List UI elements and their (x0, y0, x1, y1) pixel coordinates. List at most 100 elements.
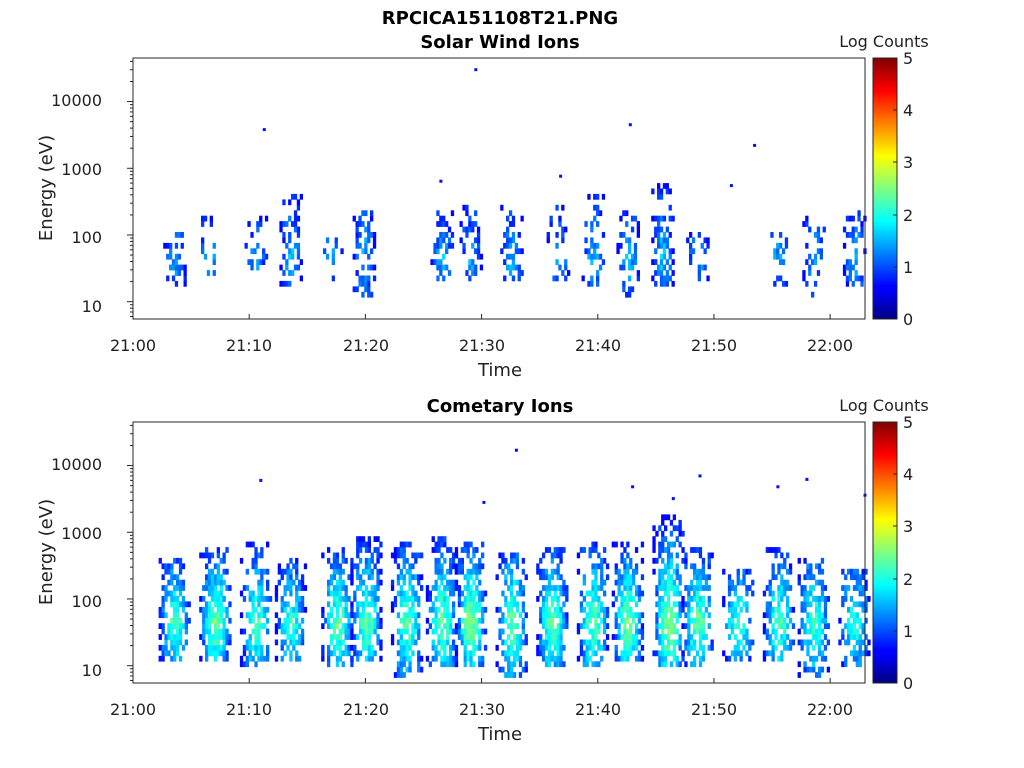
spectrogram-cell (359, 650, 363, 657)
spectrogram-cell (161, 644, 165, 651)
spectrogram-cell (210, 585, 215, 591)
spectrogram-cell (347, 623, 351, 629)
spectrogram-cell (501, 590, 505, 597)
spectrogram-cell (658, 606, 662, 613)
spectrogram-cell (335, 601, 340, 608)
spectrogram-cell (298, 585, 302, 591)
spectrogram-cell (372, 264, 377, 271)
spectrogram-cell (628, 242, 632, 249)
spectrogram-cell (556, 574, 560, 581)
spectrogram-cell (169, 242, 173, 249)
spectrogram-cell (510, 617, 514, 624)
spectrogram-cell (559, 590, 563, 597)
spectrogram-cell (844, 585, 848, 591)
spectrogram-cell (283, 585, 287, 591)
spectrogram-cell (293, 193, 298, 200)
spectrogram-cell (701, 617, 706, 624)
spectrogram-cell (550, 617, 554, 624)
spectrogram-cell (661, 661, 665, 668)
spectrogram-cell (582, 547, 586, 553)
spectrogram-cell (687, 601, 691, 608)
spectrogram-cell (594, 568, 598, 575)
spectrogram-cell (216, 606, 220, 613)
spectrogram-cell (183, 270, 187, 276)
spectrogram-cell (587, 253, 591, 260)
spectrogram-cell (791, 639, 796, 646)
spectrogram-cell (550, 634, 554, 640)
spectrogram-cell (295, 655, 299, 662)
spectrogram-cell (678, 541, 682, 548)
spectrogram-cell (286, 579, 290, 586)
spectrogram-cell (547, 628, 552, 635)
spectrogram-cell (521, 568, 525, 575)
spectrogram-cell (299, 275, 303, 282)
spectrogram-cell (661, 596, 665, 602)
spectrogram-cell (542, 650, 546, 657)
spectrogram-cell (454, 623, 459, 629)
spectrogram-cell (812, 585, 816, 591)
spectrogram-cell (457, 563, 462, 570)
spectrogram-cell (408, 617, 412, 624)
spectrogram-cell (553, 655, 557, 662)
spectrogram-cell (661, 623, 665, 629)
spectrogram-cell (681, 606, 685, 613)
spectrogram-cell (664, 525, 668, 532)
spectrogram-cell (260, 650, 264, 657)
spectrogram-cell (225, 612, 229, 619)
x-tick-label: 21:40 (575, 700, 621, 719)
spectrogram-cell (472, 623, 476, 629)
spectrogram-cell (161, 628, 165, 635)
spectrogram-cell (629, 606, 633, 613)
spectrogram-cell (637, 617, 642, 624)
spectrogram-cell (562, 590, 566, 597)
spectrogram-cell (457, 617, 462, 624)
spectrogram-cell (481, 541, 485, 548)
spectrogram-cell (739, 606, 743, 613)
spectrogram-cell (295, 639, 299, 646)
spectrogram-cell (335, 655, 340, 662)
spectrogram-cell (701, 568, 706, 575)
spectrogram-cell (664, 650, 668, 657)
spectrogram-cell (626, 650, 630, 657)
spectrogram-cell (466, 547, 470, 553)
spectrogram-cell (809, 623, 813, 629)
spectrogram-cell (266, 568, 270, 575)
spectrogram-cell (550, 639, 554, 646)
spectrogram-cell (695, 612, 700, 619)
spectrogram-cell (469, 557, 473, 564)
spectrogram-cell (614, 623, 618, 629)
spectrogram-cell (701, 650, 706, 657)
spectrogram-cell (579, 644, 584, 651)
spectrogram-cell (414, 552, 418, 559)
spectrogram-cell (806, 666, 810, 673)
spectrogram-cell (661, 606, 665, 613)
spectrogram-cell (544, 634, 549, 640)
spectrogram-cell (668, 215, 672, 222)
spectrogram-cell (626, 552, 630, 559)
spectrogram-cell (399, 568, 403, 575)
spectrogram-cell (550, 568, 554, 575)
spectrogram-cell (222, 596, 226, 602)
spectrogram-cell (350, 563, 354, 570)
spectrogram-cell (507, 666, 511, 673)
spectrogram-cell (431, 585, 435, 591)
spectrogram-cell (765, 547, 769, 553)
spectrogram-cell (791, 606, 796, 613)
spectrogram-cell (623, 634, 627, 640)
spectrogram-cell (402, 672, 406, 678)
spectrogram-cell (498, 628, 502, 635)
spectrogram-cell (251, 612, 255, 619)
spectrogram-cell (629, 639, 633, 646)
spectrogram-cell (817, 666, 822, 673)
spectrogram-cell (254, 547, 258, 553)
spectrogram-cell (161, 655, 165, 662)
isolated-count (559, 174, 563, 178)
spectrogram-cell (451, 585, 456, 591)
spectrogram-cell (295, 596, 299, 602)
spectrogram-cell (855, 568, 859, 575)
spectrogram-cell (524, 661, 528, 668)
spectrogram-cell (864, 568, 868, 575)
spectrogram-cell (434, 596, 438, 602)
isolated-count (805, 477, 809, 481)
spectrogram-cell (661, 519, 665, 526)
